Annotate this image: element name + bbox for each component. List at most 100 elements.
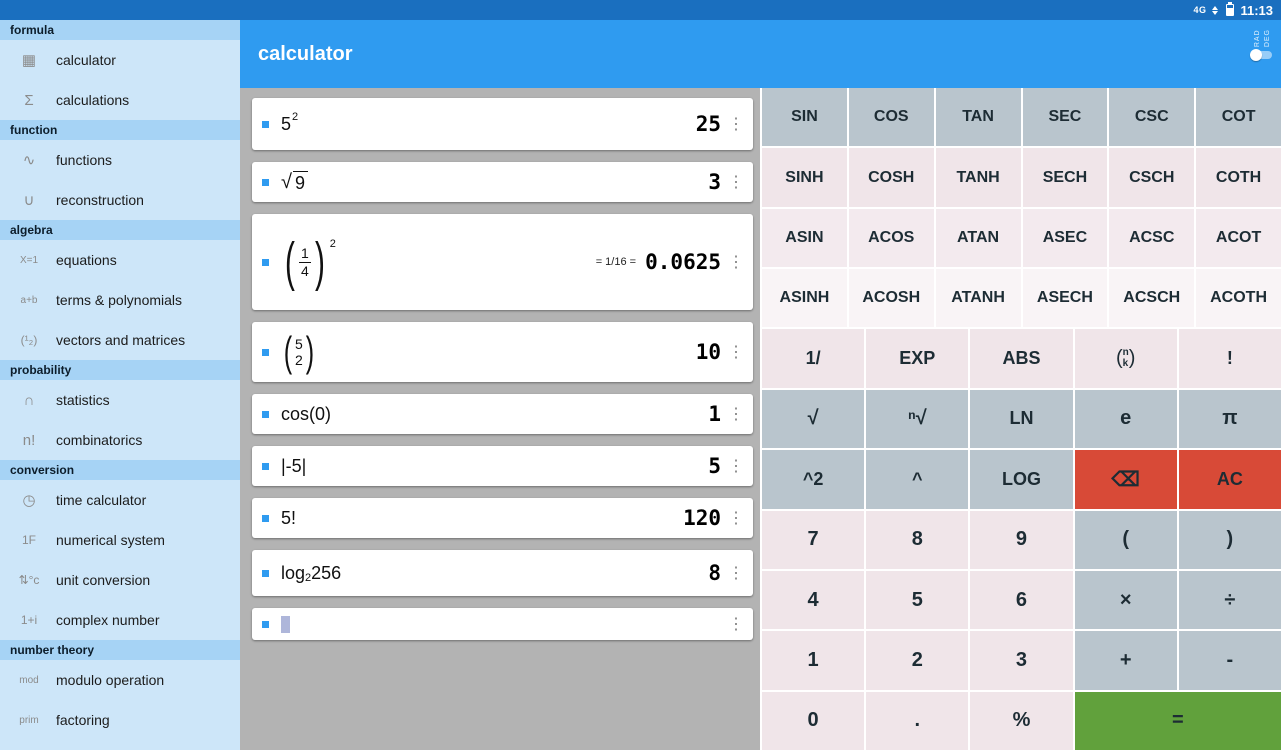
history-card[interactable]: √ 9 3 ⋮ bbox=[252, 162, 753, 202]
card-menu-button[interactable]: ⋮ bbox=[728, 565, 744, 582]
sidebar-item-combinatorics[interactable]: n! combinatorics bbox=[0, 420, 240, 460]
key-6[interactable]: 6 bbox=[970, 570, 1073, 630]
key-binomial[interactable]: ( n k ) bbox=[1074, 329, 1177, 388]
card-menu-button[interactable]: ⋮ bbox=[728, 254, 744, 271]
rad-deg-toggle[interactable]: RAD DEG bbox=[1250, 29, 1272, 62]
card-menu-button[interactable]: ⋮ bbox=[728, 174, 744, 191]
key-right-paren[interactable]: ) bbox=[1178, 510, 1281, 569]
card-menu-button[interactable]: ⋮ bbox=[728, 406, 744, 423]
key-asec[interactable]: ASEC bbox=[1022, 208, 1108, 268]
sidebar-item-equations[interactable]: X=1 equations bbox=[0, 240, 240, 280]
sidebar-item-factoring[interactable]: prim factoring bbox=[0, 700, 240, 740]
history-card[interactable]: ( 1 4 ) 2 = 1/16 = 0.0625 ⋮ bbox=[252, 214, 753, 310]
key-pi[interactable]: π bbox=[1178, 389, 1281, 449]
key-asinh[interactable]: ASINH bbox=[762, 269, 847, 328]
sidebar-item-functions[interactable]: ∿ functions bbox=[0, 140, 240, 180]
key-tan[interactable]: TAN bbox=[935, 88, 1021, 147]
key-subtract[interactable]: - bbox=[1178, 631, 1281, 690]
key-acosh[interactable]: ACOSH bbox=[848, 269, 934, 328]
expr-radicand: 9 bbox=[292, 170, 308, 194]
card-bullet bbox=[262, 462, 269, 470]
history-card[interactable]: |-5| 5 ⋮ bbox=[252, 446, 753, 486]
card-menu-button[interactable]: ⋮ bbox=[728, 510, 744, 527]
key-cosh[interactable]: COSH bbox=[848, 148, 934, 207]
key-abs[interactable]: ABS bbox=[970, 329, 1073, 388]
key-9[interactable]: 9 bbox=[970, 510, 1073, 569]
sidebar-item-terms-polynomials[interactable]: a+b terms & polynomials bbox=[0, 280, 240, 320]
key-add[interactable]: + bbox=[1074, 631, 1177, 690]
key-sech[interactable]: SECH bbox=[1022, 148, 1108, 207]
key-ln[interactable]: LN bbox=[970, 389, 1073, 449]
sidebar-item-unit-conversion[interactable]: ⇅°c unit conversion bbox=[0, 560, 240, 600]
angle-labels: RAD DEG bbox=[1254, 29, 1271, 47]
key-log[interactable]: LOG bbox=[970, 450, 1073, 509]
key-divide[interactable]: ÷ bbox=[1178, 570, 1281, 630]
key-2[interactable]: 2 bbox=[866, 631, 969, 690]
card-menu-button[interactable]: ⋮ bbox=[728, 116, 744, 133]
key-sinh[interactable]: SINH bbox=[762, 148, 847, 207]
key-acoth[interactable]: ACOTH bbox=[1196, 269, 1281, 328]
key-e[interactable]: e bbox=[1074, 389, 1177, 449]
sidebar-item-complex-number[interactable]: 1+i complex number bbox=[0, 600, 240, 640]
key-exp[interactable]: EXP bbox=[866, 329, 969, 388]
key-acos[interactable]: ACOS bbox=[848, 208, 934, 268]
backspace-icon: ⌫ bbox=[1111, 468, 1140, 491]
key-acsc[interactable]: ACSC bbox=[1109, 208, 1195, 268]
key-3[interactable]: 3 bbox=[970, 631, 1073, 690]
key-8[interactable]: 8 bbox=[866, 510, 969, 569]
key-acot[interactable]: ACOT bbox=[1196, 208, 1281, 268]
key-power[interactable]: ^ bbox=[866, 450, 969, 509]
history-card[interactable]: cos(0) 1 ⋮ bbox=[252, 394, 753, 434]
history-card[interactable]: 5! 120 ⋮ bbox=[252, 498, 753, 538]
key-factorial[interactable]: ! bbox=[1178, 329, 1281, 388]
sidebar-item-reconstruction[interactable]: ∪ reconstruction bbox=[0, 180, 240, 220]
key-0[interactable]: 0 bbox=[762, 691, 865, 750]
rad-deg-switch[interactable] bbox=[1250, 49, 1272, 62]
expression-input[interactable] bbox=[281, 615, 290, 633]
sidebar-item-vectors-matrices[interactable]: (¹₂) vectors and matrices bbox=[0, 320, 240, 360]
key-dot[interactable]: . bbox=[866, 691, 969, 750]
key-cos[interactable]: COS bbox=[848, 88, 934, 147]
key-asech[interactable]: ASECH bbox=[1022, 269, 1108, 328]
key-nth-root[interactable]: ⁿ√ bbox=[866, 389, 969, 449]
key-7[interactable]: 7 bbox=[762, 510, 865, 569]
sidebar-item-calculator[interactable]: ▦ calculator bbox=[0, 40, 240, 80]
key-percent[interactable]: % bbox=[970, 691, 1073, 750]
sidebar-item-statistics[interactable]: ∩ statistics bbox=[0, 380, 240, 420]
key-csc[interactable]: CSC bbox=[1109, 88, 1195, 147]
switch-knob bbox=[1250, 49, 1262, 62]
sidebar-item-modulo-operation[interactable]: mod modulo operation bbox=[0, 660, 240, 700]
key-sin[interactable]: SIN bbox=[762, 88, 847, 147]
key-equals[interactable]: = bbox=[1074, 691, 1281, 750]
card-menu-button[interactable]: ⋮ bbox=[728, 616, 744, 633]
key-tanh[interactable]: TANH bbox=[935, 148, 1021, 207]
key-ac[interactable]: AC bbox=[1178, 450, 1281, 509]
key-left-paren[interactable]: ( bbox=[1074, 510, 1177, 569]
key-cot[interactable]: COT bbox=[1196, 88, 1281, 147]
key-multiply[interactable]: × bbox=[1074, 570, 1177, 630]
key-atanh[interactable]: ATANH bbox=[935, 269, 1021, 328]
card-menu-button[interactable]: ⋮ bbox=[728, 344, 744, 361]
key-acsch[interactable]: ACSCH bbox=[1109, 269, 1195, 328]
history-card[interactable]: log 2 256 8 ⋮ bbox=[252, 550, 753, 596]
key-coth[interactable]: COTH bbox=[1196, 148, 1281, 207]
history-card[interactable]: ( 5 2 ) 10 ⋮ bbox=[252, 322, 753, 382]
history-card-empty[interactable]: ⋮ bbox=[252, 608, 753, 640]
key-1[interactable]: 1 bbox=[762, 631, 865, 690]
sidebar-item-time-calculator[interactable]: ◷ time calculator bbox=[0, 480, 240, 520]
card-menu-button[interactable]: ⋮ bbox=[728, 458, 744, 475]
key-csch[interactable]: CSCH bbox=[1109, 148, 1195, 207]
key-sec[interactable]: SEC bbox=[1022, 88, 1108, 147]
key-backspace[interactable]: ⌫ bbox=[1074, 450, 1177, 509]
sidebar-item-numerical-system[interactable]: 1F numerical system bbox=[0, 520, 240, 560]
key-sqrt[interactable]: √ bbox=[762, 389, 865, 449]
key-asin[interactable]: ASIN bbox=[762, 208, 847, 268]
key-4[interactable]: 4 bbox=[762, 570, 865, 630]
key-5[interactable]: 5 bbox=[866, 570, 969, 630]
key-reciprocal[interactable]: 1/ bbox=[762, 329, 865, 388]
sidebar-item-calculations[interactable]: Σ calculations bbox=[0, 80, 240, 120]
key-atan[interactable]: ATAN bbox=[935, 208, 1021, 268]
key-square[interactable]: ^2 bbox=[762, 450, 865, 509]
